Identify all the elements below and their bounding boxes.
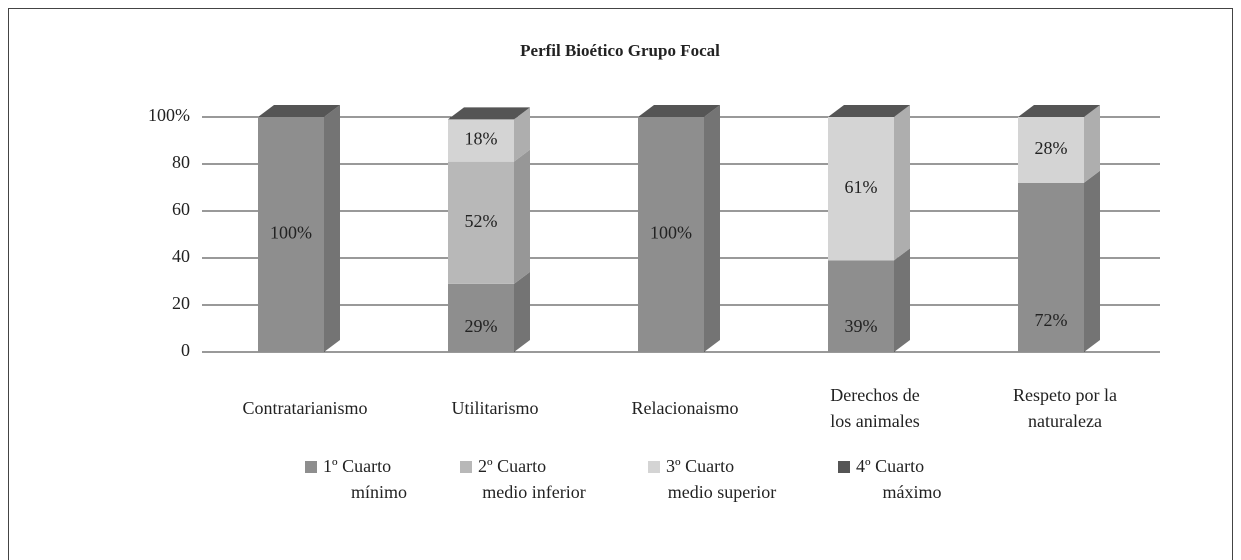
data-label: 52% xyxy=(465,211,498,231)
legend-label: 4º Cuarto máximo xyxy=(856,456,942,502)
bar-side xyxy=(514,271,530,352)
data-label: 100% xyxy=(650,223,692,243)
bar-segment xyxy=(448,283,514,352)
y-tick-label: 20 xyxy=(172,293,190,313)
x-tick-label: Derechos de los animales xyxy=(830,385,919,431)
bar-segment xyxy=(1018,117,1084,183)
x-tick-label: Utilitarismo xyxy=(452,398,539,418)
bar-top xyxy=(258,105,340,117)
bar-side xyxy=(1084,170,1100,352)
bar-segment xyxy=(258,117,324,352)
bar-top xyxy=(1018,105,1100,117)
x-tick-label: Contratarianismo xyxy=(243,398,368,418)
y-tick-label: 0 xyxy=(181,340,190,360)
y-tick-label: 60 xyxy=(172,199,190,219)
chart-title: Perfil Bioético Grupo Focal xyxy=(520,41,720,60)
y-tick-label: 80 xyxy=(172,152,190,172)
x-tick-label: Relacionaismo xyxy=(632,398,739,418)
bar-side xyxy=(324,105,340,352)
data-label: 28% xyxy=(1035,138,1068,158)
bar-top xyxy=(448,107,530,120)
data-label: 39% xyxy=(845,316,878,336)
bar-side xyxy=(514,107,530,162)
legend-swatch xyxy=(305,461,317,473)
legend-label: 3º Cuarto medio superior xyxy=(666,456,776,502)
legend-swatch xyxy=(838,461,850,473)
legend-label: 2º Cuarto medio inferior xyxy=(478,456,586,502)
data-label: 61% xyxy=(845,177,878,197)
data-label: 100% xyxy=(270,223,312,243)
legend-label: 1º Cuarto mínimo xyxy=(323,456,407,502)
bar-segment xyxy=(828,117,894,261)
bar-side xyxy=(894,248,910,352)
bar-top xyxy=(828,105,910,117)
legend-swatch xyxy=(648,461,660,473)
bar-side xyxy=(514,149,530,284)
frame xyxy=(8,8,1233,560)
bar-segment xyxy=(448,161,514,284)
data-label: 72% xyxy=(1035,310,1068,330)
bar-segment xyxy=(828,260,894,352)
bar-side xyxy=(1084,105,1100,183)
bar-segment xyxy=(638,117,704,352)
bar-side xyxy=(894,105,910,261)
bar-segment xyxy=(1018,182,1084,352)
bar-side xyxy=(704,105,720,352)
y-tick-label: 40 xyxy=(172,246,190,266)
x-tick-label: Respeto por la naturaleza xyxy=(1013,385,1117,431)
data-label: 29% xyxy=(465,316,498,336)
y-tick-label: 100% xyxy=(148,105,190,125)
bar-segment xyxy=(448,119,514,162)
legend-swatch xyxy=(460,461,472,473)
bar-top xyxy=(638,105,720,117)
data-label: 18% xyxy=(465,129,498,149)
